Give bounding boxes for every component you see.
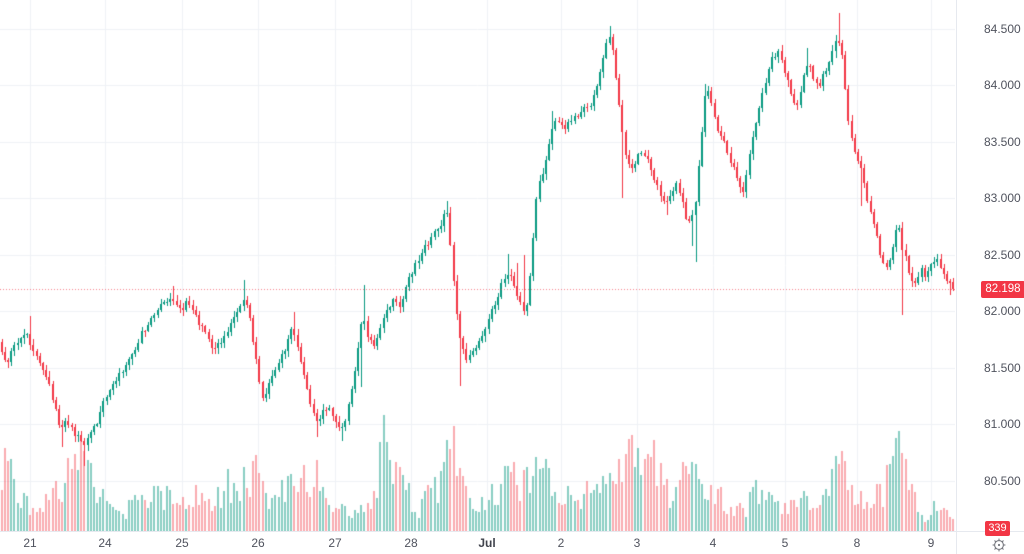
price-axis-label: 80.500: [984, 474, 1021, 488]
price-axis-label: 83.500: [984, 135, 1021, 149]
price-axis-label: 82.500: [984, 248, 1021, 262]
time-axis-label: 5: [781, 536, 789, 550]
time-axis-label: Jul: [478, 536, 496, 550]
time-axis-label: 4: [709, 536, 717, 550]
volume-value-badge: 339: [985, 521, 1010, 536]
time-axis-label: 3: [633, 536, 641, 550]
time-axis-label: 28: [404, 536, 418, 550]
time-axis-label: 8: [853, 536, 861, 550]
price-axis[interactable]: 84.500 84.000 83.500 83.000 82.500 82.000 81.5…: [956, 0, 1024, 531]
time-axis-label: 25: [175, 536, 189, 550]
time-axis-label: 26: [251, 536, 265, 550]
time-axis-label: 9: [927, 536, 935, 550]
price-axis-label: 81.500: [984, 361, 1021, 375]
time-axis[interactable]: 21 24 25 26 27 28 Jul 2 3 4 5 8 9: [0, 531, 956, 554]
price-chart-canvas[interactable]: [0, 0, 955, 531]
price-axis-label: 82.000: [984, 304, 1021, 318]
time-axis-label: 24: [98, 536, 112, 550]
price-axis-label: 84.500: [984, 22, 1021, 36]
time-axis-label: 21: [23, 536, 37, 550]
price-axis-label: 84.000: [984, 78, 1021, 92]
time-axis-label: 27: [328, 536, 342, 550]
price-axis-label: 83.000: [984, 191, 1021, 205]
last-price-badge: 82.198: [981, 281, 1024, 298]
time-axis-label: 2: [557, 536, 565, 550]
settings-gear-icon[interactable]: [991, 537, 1007, 553]
price-axis-label: 81.000: [984, 417, 1021, 431]
